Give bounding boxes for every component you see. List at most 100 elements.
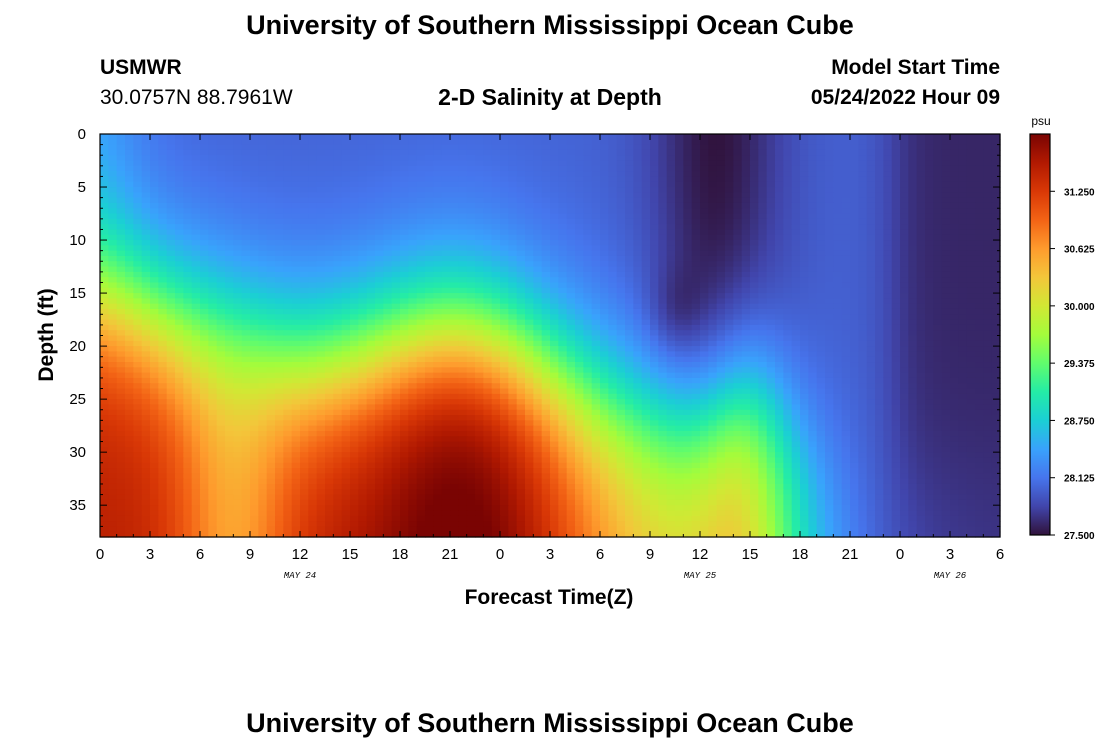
heatmap-cell: [458, 197, 468, 204]
heatmap-cell: [716, 171, 726, 178]
heatmap-cell: [950, 160, 959, 167]
heatmap-cell: [791, 303, 801, 310]
heatmap-cell: [875, 144, 884, 151]
heatmap-cell: [475, 356, 484, 363]
heatmap-cell: [283, 149, 293, 156]
heatmap-cell: [525, 277, 534, 284]
heatmap-cell: [333, 171, 343, 178]
heatmap-cell: [450, 202, 459, 209]
heatmap-cell: [425, 330, 434, 337]
heatmap-cell: [825, 324, 834, 331]
heatmap-cell: [258, 282, 268, 289]
heatmap-cell: [266, 351, 276, 358]
heatmap-cell: [608, 266, 618, 273]
heatmap-cell: [483, 218, 493, 225]
heatmap-cell: [566, 208, 576, 215]
heatmap-cell: [883, 293, 893, 299]
heatmap-cell: [691, 218, 701, 225]
heatmap-cell: [341, 277, 351, 284]
heatmap-cell: [133, 346, 143, 353]
heatmap-cell: [925, 176, 934, 183]
heatmap-cell: [341, 372, 351, 379]
heatmap-cell: [783, 372, 793, 379]
heatmap-cell: [983, 340, 993, 347]
heatmap-cell: [208, 346, 218, 353]
heatmap-cell: [208, 218, 218, 225]
heatmap-cell: [275, 340, 284, 347]
heatmap-cell: [208, 160, 218, 167]
heatmap-cell: [825, 250, 834, 257]
heatmap-cell: [258, 298, 268, 305]
heatmap-cell: [608, 340, 618, 347]
heatmap-cell: [900, 340, 909, 347]
heatmap-cell: [791, 298, 801, 305]
heatmap-cell: [466, 144, 476, 151]
heatmap-cell: [641, 187, 651, 193]
heatmap-cell: [858, 266, 868, 273]
heatmap-cell: [633, 165, 643, 172]
heatmap-cell: [941, 213, 951, 220]
heatmap-cell: [716, 255, 726, 262]
heatmap-cell: [458, 202, 468, 209]
heatmap-cell: [850, 255, 859, 262]
heatmap-cell: [833, 372, 843, 379]
heatmap-cell: [483, 266, 493, 273]
heatmap-cell: [533, 362, 543, 368]
heatmap-cell: [591, 367, 601, 374]
heatmap-cell: [133, 208, 143, 215]
heatmap-cell: [491, 324, 501, 331]
heatmap-cell: [216, 192, 226, 199]
heatmap-cell: [125, 319, 134, 326]
heatmap-cell: [483, 330, 493, 337]
heatmap-cell: [791, 287, 801, 294]
heatmap-cell: [541, 335, 551, 342]
heatmap-cell: [350, 303, 359, 310]
heatmap-cell: [825, 261, 834, 268]
heatmap-cell: [158, 197, 168, 204]
heatmap-cell: [658, 229, 668, 236]
heatmap-cell: [283, 171, 293, 178]
heatmap-cell: [958, 367, 968, 374]
heatmap-cell: [750, 149, 759, 156]
heatmap-cell: [750, 324, 759, 331]
heatmap-cell: [358, 372, 368, 379]
heatmap-cell: [833, 277, 843, 284]
heatmap-cell: [166, 298, 176, 305]
heatmap-cell: [825, 176, 834, 183]
heatmap-cell: [791, 255, 801, 262]
heatmap-cell: [658, 293, 668, 299]
heatmap-cell: [400, 144, 409, 151]
heatmap-cell: [691, 197, 701, 204]
heatmap-cell: [175, 346, 184, 353]
heatmap-cell: [608, 362, 618, 368]
heatmap-cell: [375, 362, 384, 368]
heatmap-cell: [816, 324, 826, 331]
heatmap-cell: [416, 266, 426, 273]
heatmap-cell: [516, 181, 526, 188]
heatmap-cell: [600, 367, 609, 374]
heatmap-cell: [650, 192, 659, 199]
heatmap-cell: [866, 351, 876, 358]
heatmap-cell: [900, 314, 909, 321]
heatmap-cell: [558, 234, 568, 241]
heatmap-cell: [866, 308, 876, 315]
heatmap-cell: [708, 255, 718, 262]
heatmap-cell: [525, 213, 534, 220]
heatmap-cell: [766, 234, 776, 241]
heatmap-cell: [341, 165, 351, 172]
heatmap-cell: [100, 356, 109, 363]
heatmap-cell: [691, 250, 701, 257]
heatmap-cell: [883, 266, 893, 273]
heatmap-cell: [908, 261, 918, 268]
heatmap-cell: [441, 208, 451, 215]
heatmap-cell: [283, 367, 293, 374]
heatmap-cell: [583, 372, 593, 379]
heatmap-cell: [833, 308, 843, 315]
heatmap-cell: [983, 245, 993, 252]
heatmap-cell: [250, 224, 259, 231]
heatmap-cell: [258, 208, 268, 215]
heatmap-cell: [958, 356, 968, 363]
heatmap-cell: [641, 330, 651, 337]
heatmap-cell: [300, 144, 309, 151]
heatmap-cell: [891, 149, 901, 156]
